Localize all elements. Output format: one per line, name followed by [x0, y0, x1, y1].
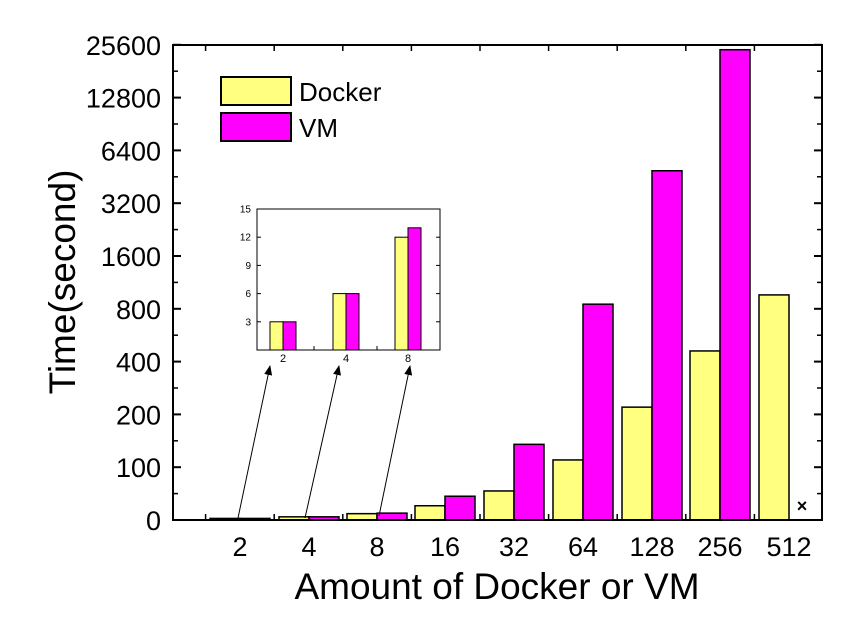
- bar-vm-128: [651, 169, 683, 521]
- y-tick-label: 6400: [101, 136, 161, 166]
- inset-bar-docker-2: [269, 321, 284, 351]
- inset-x-tick-label: 2: [280, 353, 286, 365]
- inset-arrow: [378, 365, 413, 517]
- legend: Docker VM: [220, 76, 382, 143]
- inset-axes: [256, 208, 441, 351]
- x-tick-label: 64: [568, 532, 598, 562]
- x-tick-label: 8: [369, 532, 384, 562]
- inset-ticks: 3 6 9 12 15 2 4 8: [240, 205, 440, 365]
- bar-docker-512: [758, 294, 790, 521]
- inset-y-tick-label: 3: [245, 317, 251, 328]
- y-axis-title: Time(second): [42, 170, 83, 395]
- y-tick-label: 100: [116, 453, 161, 483]
- x-tick-label: 128: [629, 532, 674, 562]
- bar-vm-64: [582, 303, 614, 521]
- y-tick-label: 3200: [101, 189, 161, 219]
- y-tick-label: 12800: [86, 84, 161, 114]
- inset-bar-docker-4: [332, 293, 347, 351]
- y-tick-label: 1600: [101, 242, 161, 272]
- legend-swatch-docker: [220, 76, 292, 106]
- inset-bar-vm-8: [407, 227, 422, 351]
- legend-label-vm: VM: [299, 113, 338, 143]
- bar-vm-256: [719, 48, 751, 521]
- bar-docker-128: [621, 406, 653, 521]
- main-chart: 0 100 200 400 800 1600 3200 6400 12800 25600 2 4 8 16…: [86, 31, 823, 562]
- missing-value-marker: ×: [797, 496, 808, 516]
- x-tick-label: 512: [766, 532, 811, 562]
- inset-y-tick-label: 15: [240, 205, 252, 216]
- inset-x-tick-label: 4: [343, 353, 349, 365]
- bar-docker-16: [414, 504, 446, 521]
- y-tick-label: 800: [116, 295, 161, 325]
- main-ticks: 0 100 200 400 800 1600 3200 6400 12800 25600 2 4 8 16…: [86, 31, 822, 562]
- bar-docker-256: [689, 350, 721, 521]
- inset-y-tick-label: 6: [245, 289, 251, 300]
- main-bars: [209, 48, 790, 521]
- bar-vm-8: [376, 512, 408, 521]
- x-tick-label: 256: [697, 532, 742, 562]
- x-tick-label: 32: [499, 532, 529, 562]
- bar-docker-64: [552, 459, 584, 521]
- inset-arrow: [237, 365, 273, 519]
- inset-bar-vm-4: [345, 293, 360, 351]
- bar-docker-32: [483, 490, 515, 521]
- inset-bar-docker-8: [394, 236, 409, 351]
- legend-swatch-vm: [220, 112, 292, 142]
- x-tick-label: 4: [301, 532, 316, 562]
- inset-chart: 3 6 9 12 15 2 4 8: [240, 205, 441, 365]
- inset-bar-vm-2: [282, 321, 297, 351]
- bar-vm-32: [513, 443, 545, 521]
- x-tick-label: 2: [232, 532, 247, 562]
- x-axis-title: Amount of Docker or VM: [294, 566, 699, 607]
- y-tick-label: 0: [146, 506, 161, 536]
- x-tick-label: 16: [430, 532, 460, 562]
- inset-frame: [256, 208, 441, 351]
- y-tick-label: 200: [116, 400, 161, 430]
- inset-bars: [269, 227, 422, 351]
- y-tick-label: 25600: [86, 31, 161, 61]
- y-tick-label: 400: [116, 348, 161, 378]
- legend-label-docker: Docker: [299, 77, 382, 107]
- inset-y-tick-label: 9: [245, 261, 251, 272]
- inset-arrow: [304, 365, 341, 519]
- inset-y-tick-label: 12: [240, 233, 252, 244]
- bar-vm-16: [444, 495, 476, 521]
- inset-arrows: [237, 365, 413, 519]
- inset-x-tick-label: 8: [405, 353, 411, 365]
